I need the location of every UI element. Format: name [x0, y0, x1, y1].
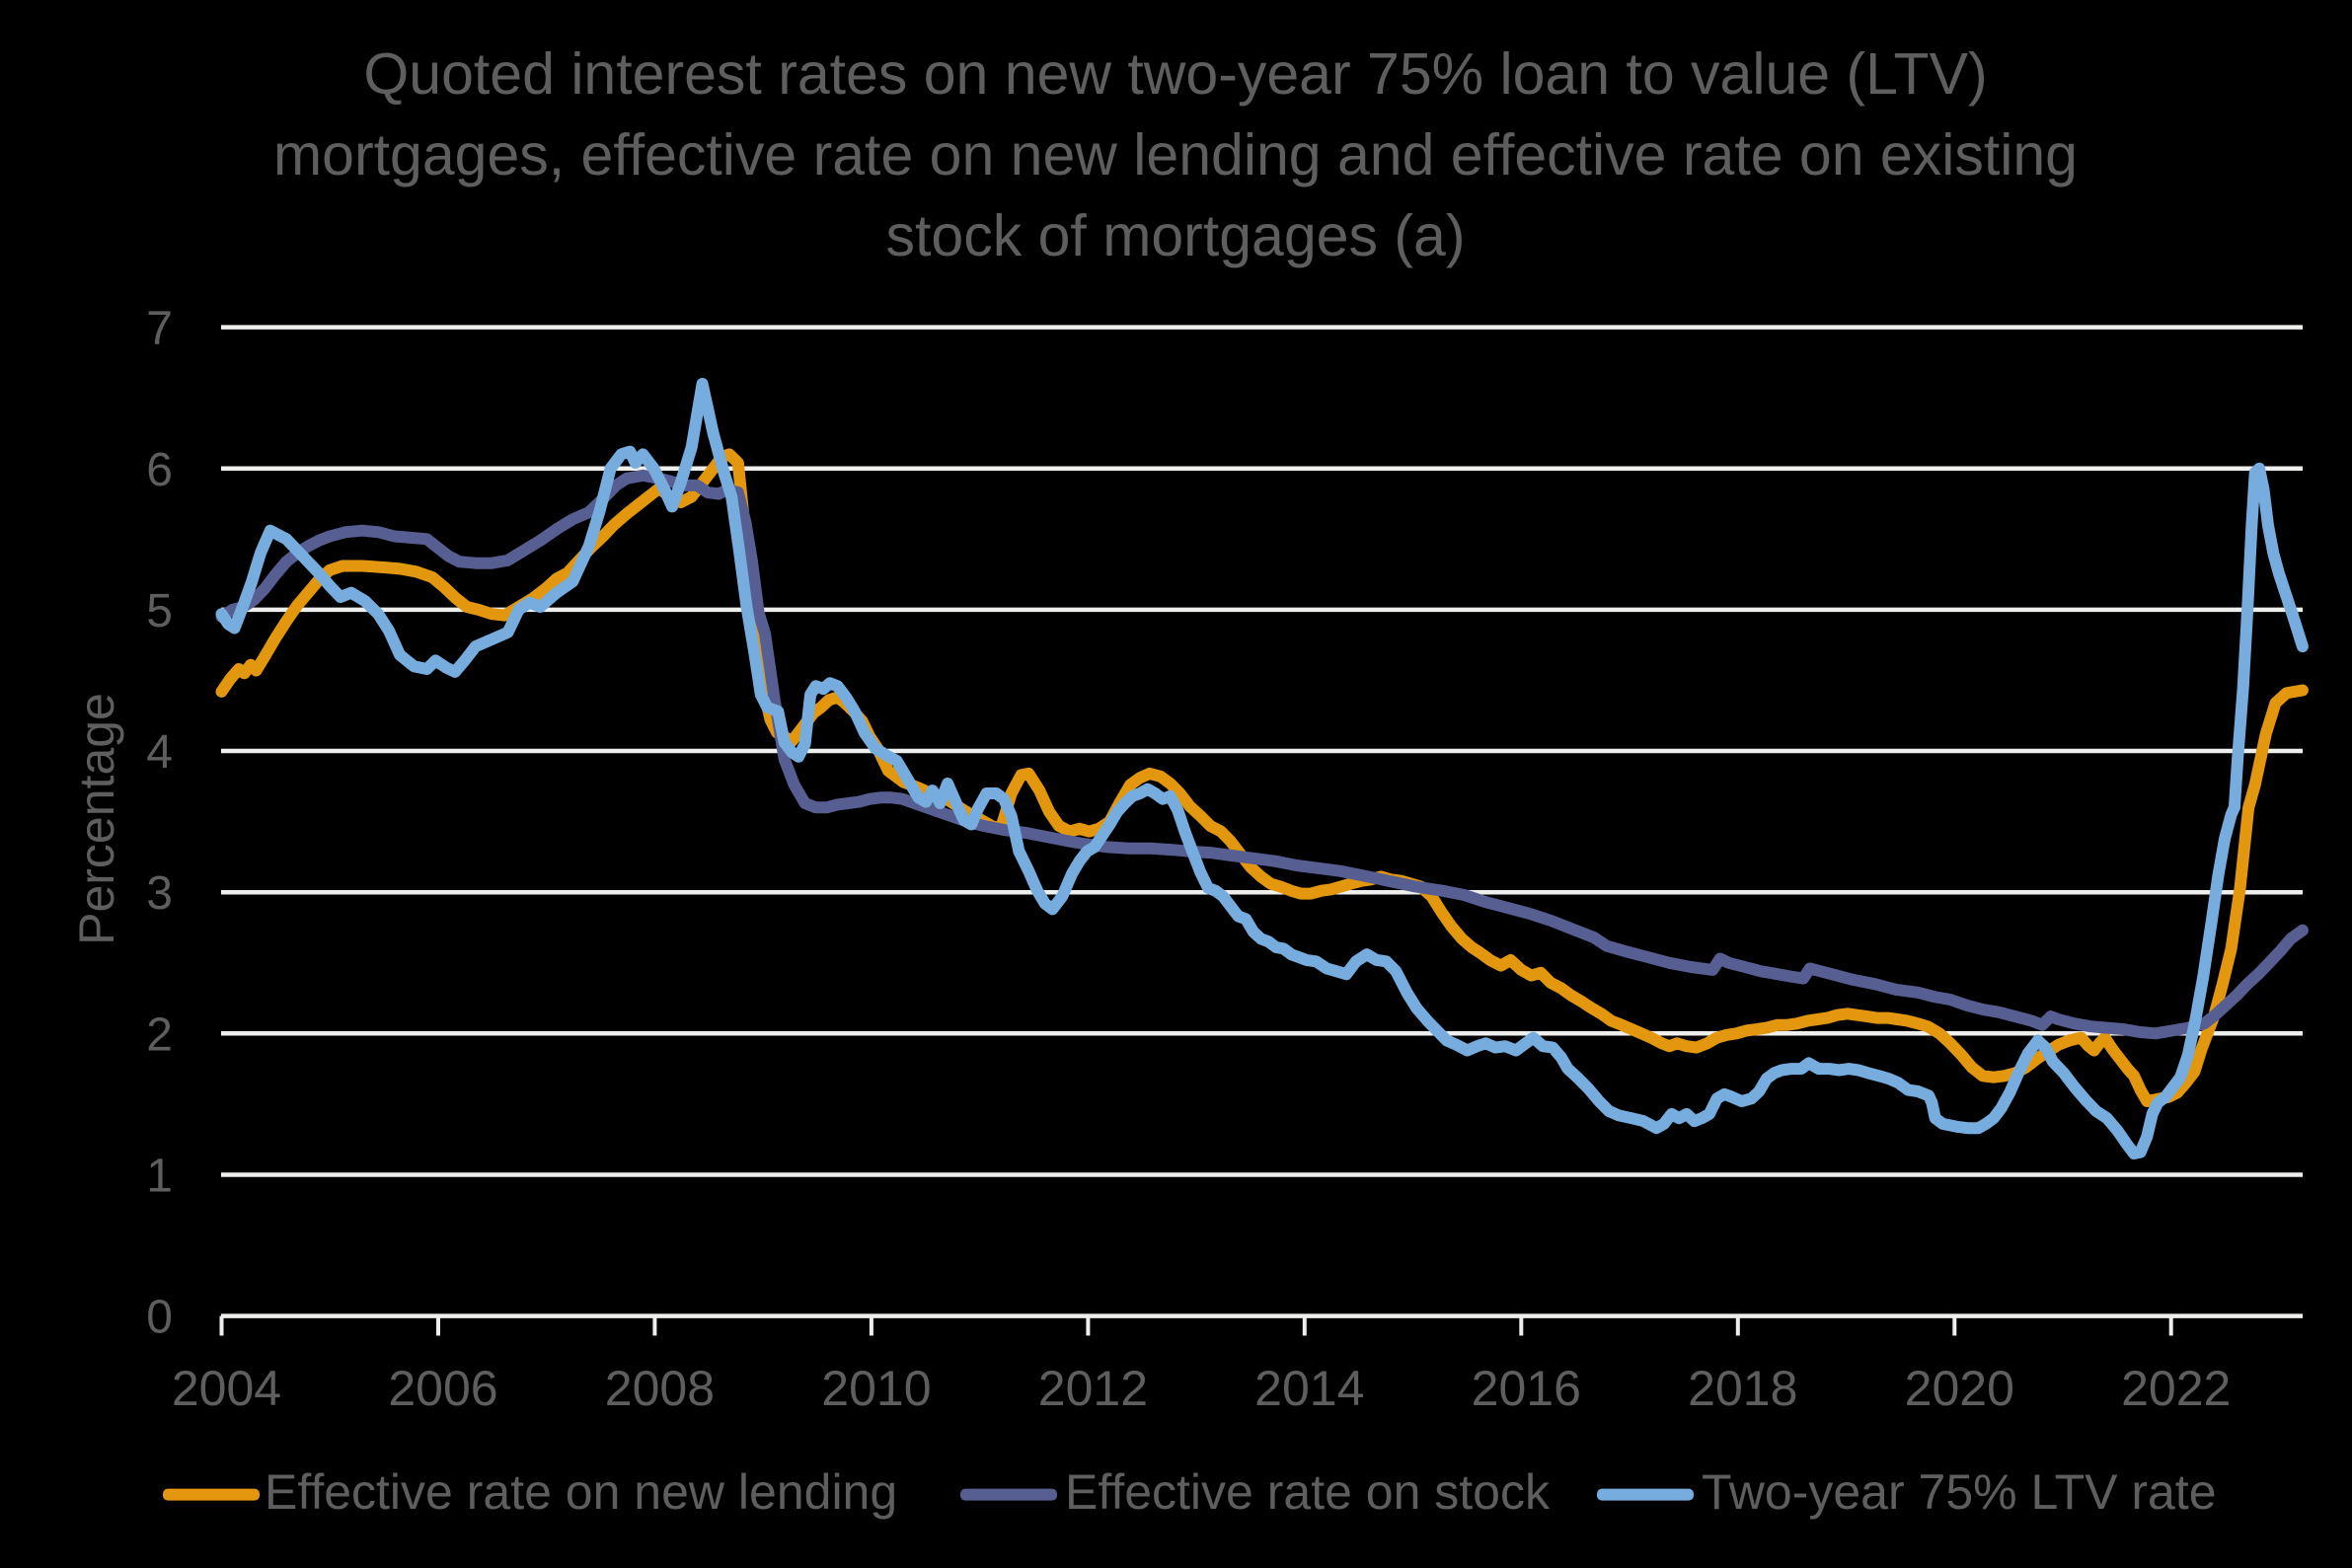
svg-text:2012: 2012: [1038, 1361, 1148, 1416]
svg-text:stock of mortgages (a): stock of mortgages (a): [886, 203, 1466, 268]
svg-text:2020: 2020: [1905, 1361, 2014, 1416]
svg-text:3: 3: [146, 867, 173, 920]
svg-text:2006: 2006: [388, 1361, 497, 1416]
svg-text:mortgages, effective rate on n: mortgages, effective rate on new lending…: [273, 122, 2078, 187]
svg-text:6: 6: [146, 444, 173, 496]
svg-text:Two-year 75% LTV rate: Two-year 75% LTV rate: [1702, 1464, 2217, 1520]
svg-text:Effective rate on stock: Effective rate on stock: [1065, 1464, 1551, 1520]
svg-text:4: 4: [146, 726, 173, 779]
svg-text:2010: 2010: [821, 1361, 931, 1416]
svg-text:2014: 2014: [1254, 1361, 1364, 1416]
svg-text:1: 1: [146, 1151, 173, 1203]
svg-text:0: 0: [146, 1292, 173, 1344]
svg-text:2004: 2004: [172, 1361, 281, 1416]
svg-text:5: 5: [146, 585, 173, 637]
svg-text:2022: 2022: [2121, 1361, 2231, 1416]
svg-text:2: 2: [146, 1008, 173, 1061]
svg-text:2016: 2016: [1472, 1361, 1581, 1416]
svg-text:2008: 2008: [605, 1361, 715, 1416]
svg-text:Percentage: Percentage: [69, 693, 124, 945]
svg-text:7: 7: [146, 303, 173, 355]
svg-text:2018: 2018: [1688, 1361, 1797, 1416]
svg-text:Effective rate on new lending: Effective rate on new lending: [265, 1464, 897, 1520]
svg-text:Quoted interest rates on new t: Quoted interest rates on new two-year 75…: [363, 41, 1987, 107]
